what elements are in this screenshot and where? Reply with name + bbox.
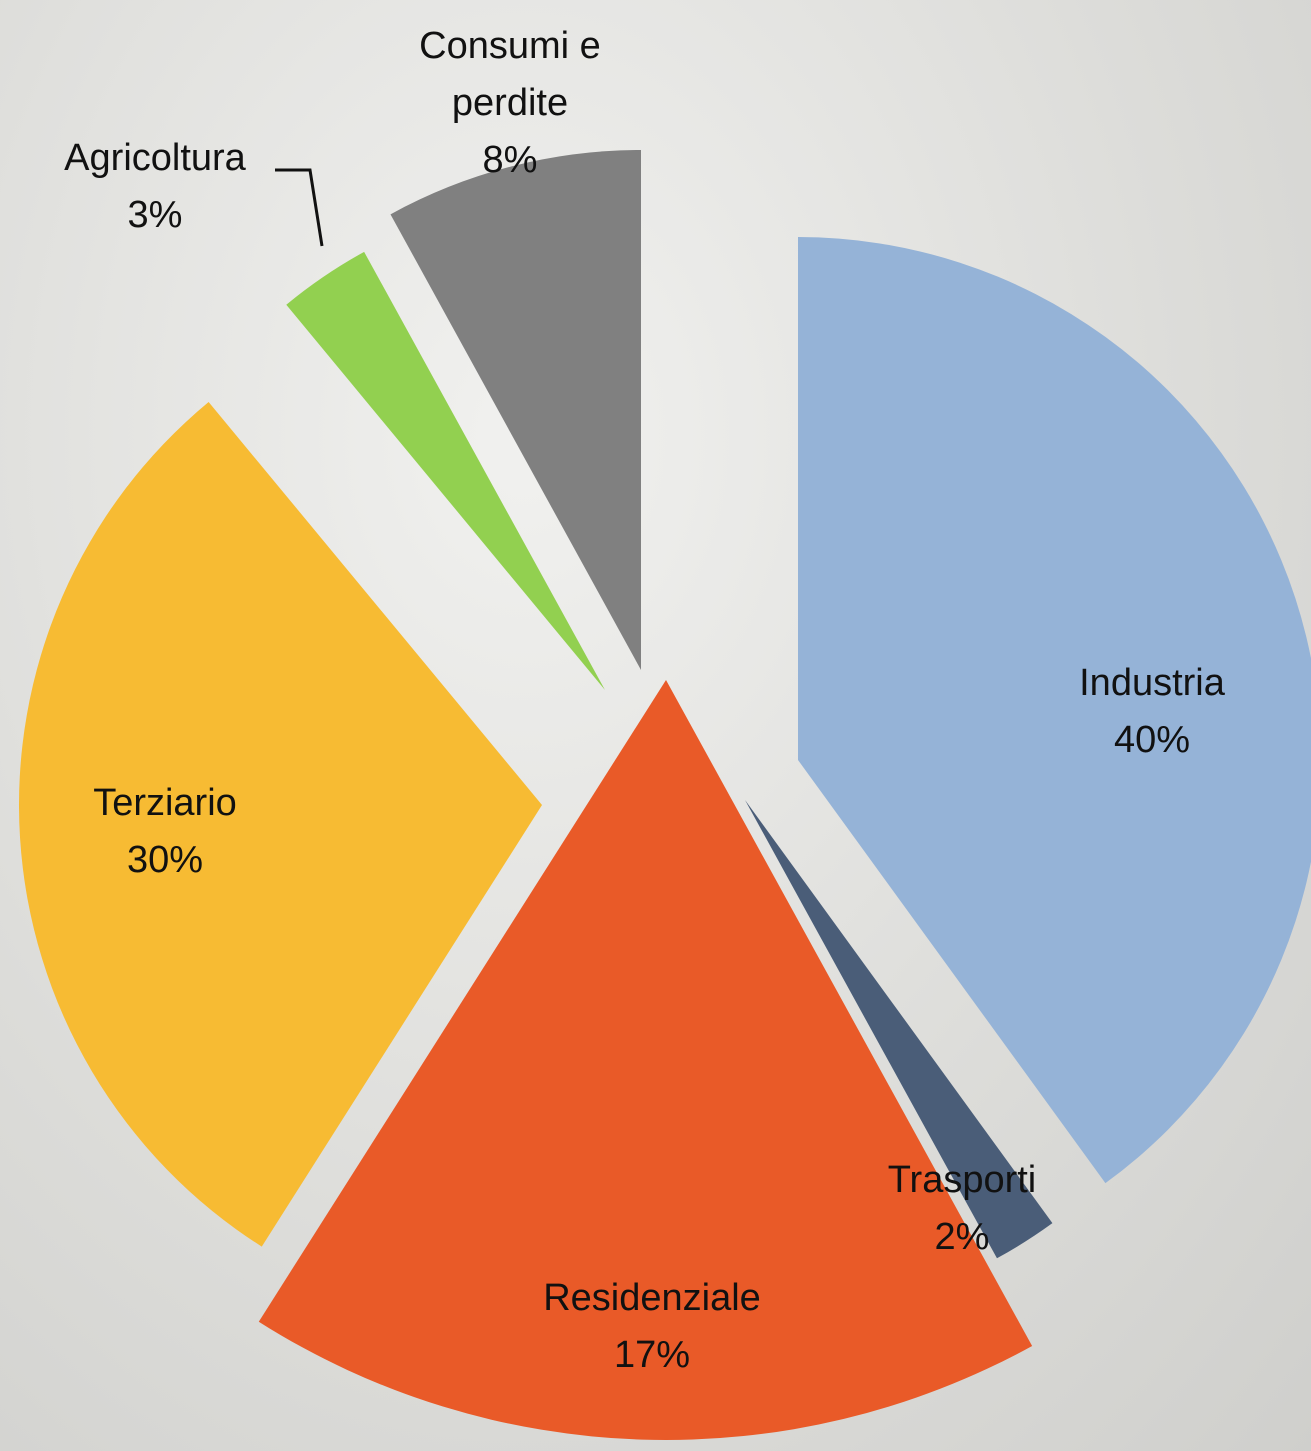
pie-slice <box>390 150 641 670</box>
slice-label: Agricoltura 3% <box>64 130 246 244</box>
category-label: Industria <box>1079 662 1225 704</box>
category-label: Trasporti <box>887 1159 1037 1201</box>
value-label: 30% <box>126 839 204 881</box>
value-label: 40% <box>1113 719 1191 761</box>
slice-label: Trasporti 2% <box>888 1152 1037 1266</box>
value-label: 3% <box>127 194 183 236</box>
pie-slice <box>18 402 543 1247</box>
value-label: 2% <box>934 1216 990 1258</box>
slice-label: Residenziale 17% <box>543 1270 761 1384</box>
pie-slice <box>286 251 605 690</box>
pie-slice <box>798 237 1311 1184</box>
slice-label: Terziario 30% <box>93 775 237 889</box>
value-label: 17% <box>613 1334 691 1376</box>
category-label: Terziario <box>93 782 237 824</box>
slice-label: Consumi e perdite 8% <box>380 18 640 189</box>
category-label: Agricoltura <box>64 137 246 179</box>
leader-line <box>275 168 324 247</box>
category-label: Consumi e perdite <box>419 25 601 124</box>
value-label: 8% <box>482 139 538 181</box>
category-label: Residenziale <box>543 1277 761 1319</box>
slice-label: Industria 40% <box>1079 655 1225 769</box>
pie-slice <box>258 680 1033 1440</box>
pie-slice <box>745 800 1053 1259</box>
